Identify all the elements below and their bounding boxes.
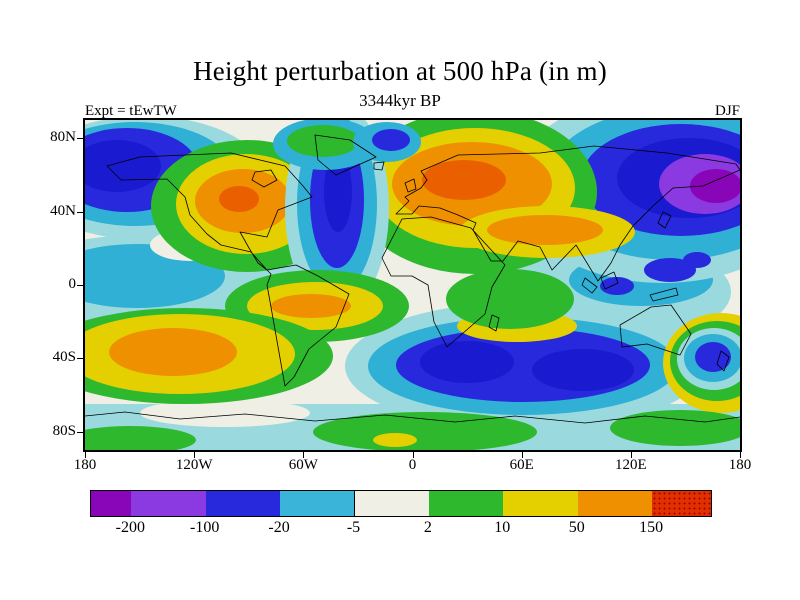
- anomaly-europe-ridge: [353, 120, 635, 274]
- y-axis-label: 80S: [52, 422, 76, 439]
- colorbar-cell: [91, 491, 133, 516]
- y-axis-tick: [77, 138, 83, 140]
- antarctic-green-patches: [85, 410, 740, 450]
- world-map: [85, 120, 740, 450]
- colorbar-cell: [131, 491, 207, 516]
- colorbar-cell: [205, 491, 282, 516]
- chart-subtitle: 3344kyr BP: [359, 91, 441, 110]
- colorbar-label: 10: [494, 519, 511, 536]
- anomaly-south-pacific-ridge: [85, 308, 333, 404]
- map-frame: [83, 118, 742, 452]
- anomaly-maritime-continent-spots: [600, 252, 711, 295]
- colorbar-label: 150: [639, 519, 664, 536]
- coastlines: [85, 134, 740, 424]
- x-axis-tick: [85, 452, 86, 458]
- x-axis-label: 60W: [288, 457, 318, 473]
- colorbar-cell: [577, 491, 654, 516]
- colorbar-cell: [428, 491, 505, 516]
- colorbar-cell: [503, 491, 579, 516]
- x-axis-tick: [630, 452, 632, 458]
- y-axis-tick: [77, 431, 83, 433]
- colorbar-label: 2: [423, 519, 432, 536]
- y-axis-label: 40S: [52, 349, 76, 366]
- x-axis-tick: [194, 452, 196, 458]
- colorbar-label: -5: [346, 519, 361, 536]
- y-axis-tick: [77, 211, 83, 213]
- y-axis-tick: [77, 285, 83, 286]
- colorbar: [90, 490, 712, 517]
- colorbar-label: -200: [115, 519, 145, 536]
- colorbar-label: -100: [190, 519, 220, 536]
- colorbar-cell: [280, 491, 356, 516]
- anomaly-greenland-arctic: [273, 120, 421, 170]
- y-axis-label: 0: [68, 276, 77, 292]
- x-axis-label: 120E: [614, 457, 647, 473]
- x-axis-tick: [740, 452, 741, 458]
- colorbar-label: -20: [268, 519, 290, 536]
- anomaly-africa-green: [446, 269, 577, 342]
- x-axis-label: 120W: [175, 457, 213, 473]
- colorbar-cell: [652, 491, 711, 516]
- x-axis-tick: [521, 452, 523, 458]
- chart-title: Height perturbation at 500 hPa (in m): [193, 56, 607, 86]
- x-axis-label: 0: [408, 457, 417, 473]
- colorbar-cell: [354, 491, 430, 516]
- colorbar-label: 50: [568, 519, 585, 536]
- y-axis-tick: [77, 358, 83, 360]
- colorbar-labels: -200 -100 -20 -5 2 10 50 150: [90, 519, 710, 539]
- x-axis-tick: [412, 452, 414, 458]
- season-label: DJF: [714, 103, 740, 119]
- x-axis-label: 60E: [509, 457, 534, 473]
- x-axis-label: 180: [728, 457, 752, 473]
- anomaly-southern-ocean-low: [345, 302, 705, 430]
- x-axis-label: 180: [73, 457, 97, 473]
- experiment-label: Expt = tEwTW: [85, 103, 177, 119]
- y-axis-label: 40N: [50, 202, 76, 219]
- x-axis-tick: [303, 452, 305, 458]
- y-axis-label: 80N: [50, 129, 76, 146]
